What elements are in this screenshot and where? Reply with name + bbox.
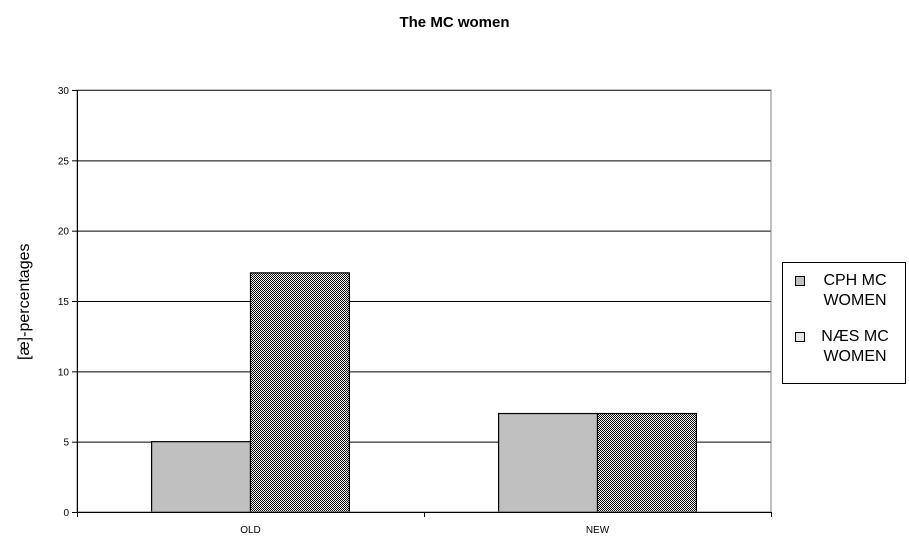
- legend-swatch-cph: [795, 276, 805, 286]
- y-tick-label: 15: [58, 297, 70, 308]
- x-tick-label: OLD: [240, 525, 261, 536]
- x-tick-label: NEW: [586, 525, 610, 536]
- y-tick-label: 10: [58, 367, 70, 378]
- bars: [151, 272, 697, 513]
- legend-label-cph: CPH MC WOMEN: [823, 272, 887, 309]
- gridlines: [77, 90, 771, 443]
- legend-label-naes: NÆS MC WOMEN: [821, 328, 889, 365]
- y-tick-label: 25: [58, 156, 70, 167]
- bar-n-s-mc-women-new: [596, 412, 697, 513]
- legend-item-naes: NÆS MC WOMEN: [795, 327, 904, 367]
- chart-title: The MC women: [399, 14, 510, 31]
- y-tick-label: 30: [58, 86, 70, 97]
- bar-n-s-mc-women-old: [249, 272, 350, 513]
- y-tick-label: 5: [63, 438, 69, 449]
- legend-item-cph: CPH MC WOMEN: [795, 271, 904, 311]
- y-tick-label: 20: [58, 227, 70, 238]
- bar-cph-mc-women-new: [498, 412, 599, 513]
- legend-swatch-naes: [795, 332, 805, 342]
- bar-cph-mc-women-old: [151, 441, 252, 513]
- legend: CPH MC WOMEN NÆS MC WOMEN: [782, 262, 906, 384]
- tick-labels: 0 5 10 15 20 25 30 OLD NEW: [58, 86, 610, 536]
- y-tick-label: 0: [63, 508, 69, 519]
- axes: [72, 89, 772, 517]
